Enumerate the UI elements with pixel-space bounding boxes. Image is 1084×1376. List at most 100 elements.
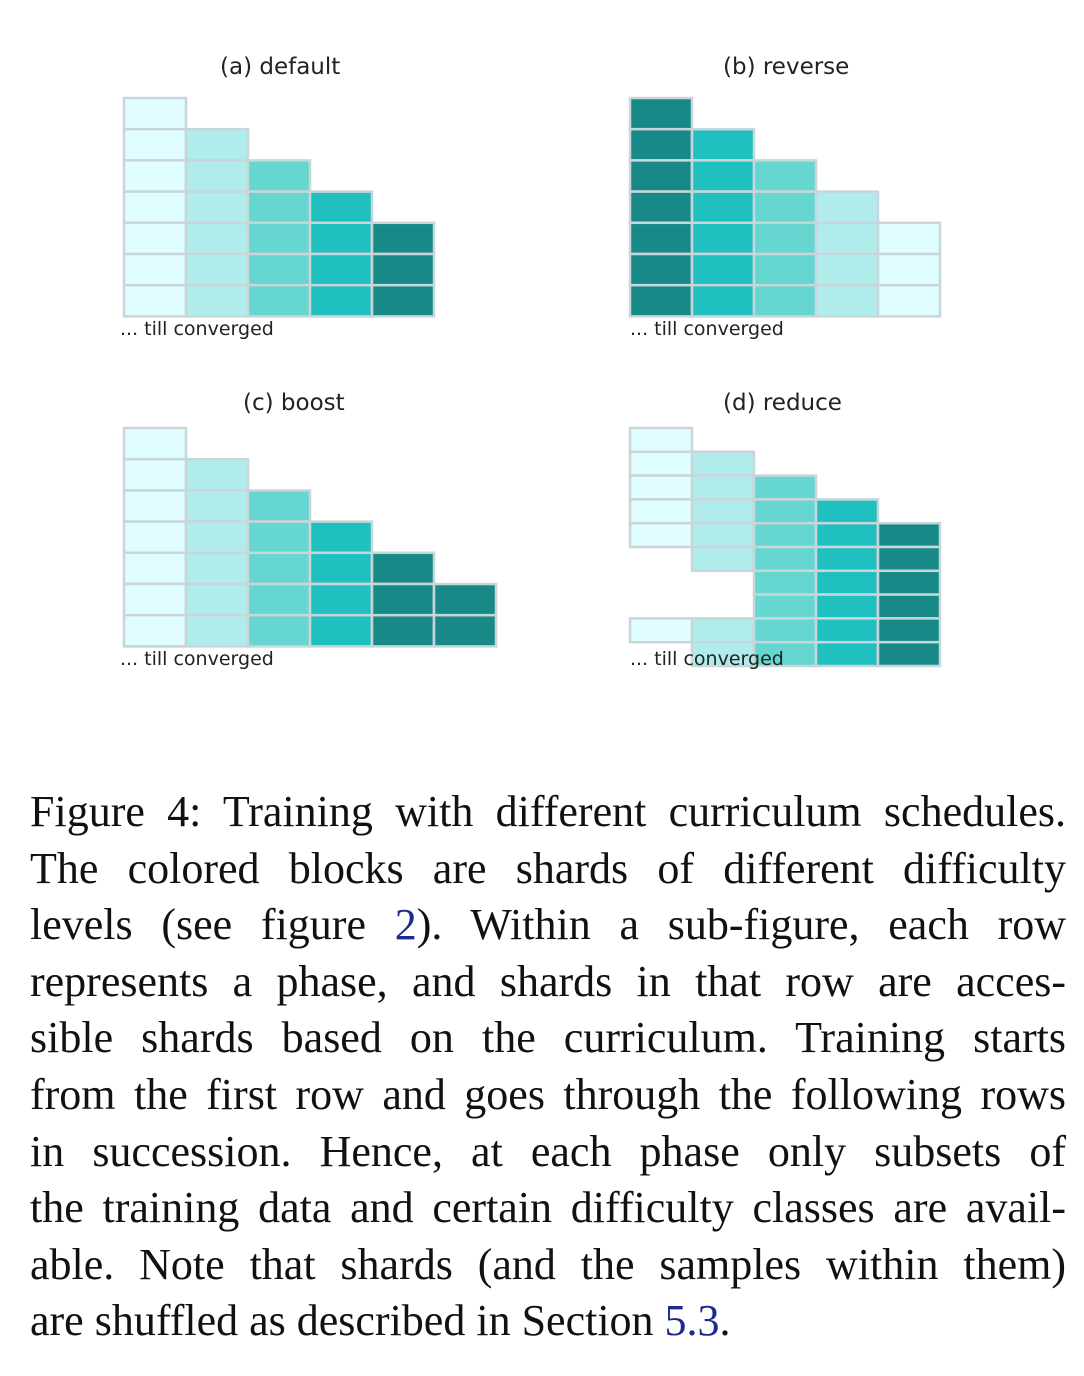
shard-block-level-5 — [876, 545, 942, 573]
caption-text: represents a phase, and shards in that r… — [30, 956, 1066, 1006]
shard-block-level-4 — [690, 283, 756, 318]
shard-block-level-5 — [628, 283, 694, 318]
subfigure-boost: (c) boost ... till converged — [110, 380, 630, 680]
shard-block-level-1 — [628, 426, 694, 454]
shard-block-level-3 — [752, 159, 818, 193]
shard-block-level-5 — [628, 252, 694, 287]
shard-block-level-2 — [184, 613, 250, 648]
shard-block-level-2 — [184, 457, 250, 492]
shard-block-level-3 — [752, 498, 818, 525]
caption-text: in succession. Hence, at each phase only… — [30, 1126, 1066, 1176]
shard-block-level-5 — [876, 617, 942, 644]
shard-block-level-1 — [122, 96, 188, 131]
shard-block-level-5 — [370, 252, 436, 287]
shard-block-level-2 — [184, 520, 250, 555]
shard-block-level-4 — [814, 545, 880, 573]
shard-block-level-5 — [370, 221, 436, 256]
shard-block-level-5 — [628, 159, 694, 193]
shard-block-level-5 — [432, 613, 498, 648]
caption-text: . — [719, 1296, 731, 1346]
shard-block-level-2 — [690, 474, 756, 501]
till-converged-note: ... till converged — [120, 318, 274, 340]
caption-text: the training data and certain difficulty… — [30, 1183, 1066, 1233]
shard-block-level-3 — [246, 551, 312, 586]
caption-line: from the first row and goes through the … — [30, 1067, 1066, 1124]
shard-block-level-3 — [246, 283, 312, 318]
subfigure-default: (a) default ... till converged — [110, 50, 630, 350]
shard-block-level-1 — [122, 221, 188, 256]
shard-block-level-2 — [184, 489, 250, 523]
subfigure-title: (b) reverse — [723, 54, 850, 80]
shard-block-level-3 — [752, 190, 818, 225]
shard-block-level-5 — [628, 221, 694, 256]
shard-block-level-5 — [628, 190, 694, 225]
shard-block-level-2 — [690, 521, 756, 549]
caption-line: the training data and certain difficulty… — [30, 1180, 1066, 1237]
shard-block-level-4 — [308, 520, 374, 555]
shard-block-level-1 — [628, 498, 694, 525]
shard-block-level-2 — [814, 221, 880, 256]
shard-block-level-5 — [370, 283, 436, 318]
caption-line: in succession. Hence, at each phase only… — [30, 1124, 1066, 1181]
shard-block-level-1 — [122, 127, 188, 162]
shard-block-level-4 — [690, 190, 756, 225]
shard-block-level-3 — [246, 221, 312, 256]
cross-reference-link[interactable]: 5.3 — [664, 1296, 720, 1346]
shard-block-level-3 — [246, 613, 312, 648]
shard-block-level-4 — [308, 551, 374, 586]
shard-block-level-3 — [752, 617, 818, 644]
caption-text: sible shards based on the curriculum. Tr… — [30, 1013, 1066, 1063]
shard-block-level-5 — [370, 582, 436, 617]
shard-block-level-1 — [122, 520, 188, 555]
shard-block-level-2 — [184, 159, 250, 193]
shard-block-level-4 — [308, 221, 374, 256]
shard-grid — [122, 96, 436, 318]
shard-block-level-1 — [122, 582, 188, 617]
till-converged-note: ... till converged — [630, 318, 784, 340]
shard-block-level-5 — [432, 582, 498, 617]
shard-block-level-2 — [814, 190, 880, 225]
caption-line: The colored blocks are shards of differe… — [30, 841, 1066, 898]
shard-block-level-1 — [876, 221, 942, 256]
shard-block-level-3 — [752, 569, 818, 596]
caption-text: levels (see figure — [30, 900, 395, 950]
shard-block-level-1 — [628, 617, 694, 644]
shard-grid — [628, 96, 942, 318]
shard-block-level-2 — [184, 127, 250, 162]
shard-block-level-2 — [814, 252, 880, 287]
shard-block-level-1 — [628, 521, 694, 549]
subfigure-reverse: (b) reverse ... till converged — [620, 50, 1084, 350]
shard-block-level-1 — [876, 252, 942, 287]
shard-block-level-1 — [122, 252, 188, 287]
shard-block-level-5 — [876, 640, 942, 668]
shard-block-level-2 — [690, 545, 756, 573]
caption-line: represents a phase, and shards in that r… — [30, 954, 1066, 1011]
shard-block-level-1 — [122, 190, 188, 225]
caption-text: Figure 4: Training with different curric… — [30, 787, 1066, 836]
shard-block-level-1 — [628, 474, 694, 501]
shard-block-level-4 — [814, 498, 880, 525]
shard-block-level-2 — [184, 283, 250, 318]
till-converged-note: ... till converged — [630, 648, 784, 670]
caption-line: levels (see figure 2). Within a sub-figu… — [30, 897, 1066, 954]
shard-block-level-4 — [814, 593, 880, 620]
caption-text: ). Within a sub-figure, each row — [416, 900, 1066, 950]
shard-block-level-4 — [690, 127, 756, 162]
cross-reference-link[interactable]: 2 — [394, 900, 417, 950]
shard-block-level-2 — [690, 617, 756, 644]
shard-block-level-3 — [246, 159, 312, 193]
shard-block-level-2 — [184, 190, 250, 225]
shard-block-level-1 — [122, 457, 188, 492]
shard-block-level-4 — [308, 582, 374, 617]
shard-block-level-4 — [690, 159, 756, 193]
shard-block-level-1 — [628, 450, 694, 477]
subfigure-reduce: (d) reduce ... till converged — [620, 380, 1084, 680]
shard-block-level-4 — [814, 521, 880, 549]
shard-block-level-2 — [184, 252, 250, 287]
caption-line: sible shards based on the curriculum. Tr… — [30, 1010, 1066, 1067]
shard-block-level-2 — [184, 582, 250, 617]
shard-block-level-3 — [246, 190, 312, 225]
shard-block-level-3 — [752, 283, 818, 318]
shard-block-level-3 — [752, 474, 818, 501]
shard-block-level-4 — [814, 569, 880, 596]
